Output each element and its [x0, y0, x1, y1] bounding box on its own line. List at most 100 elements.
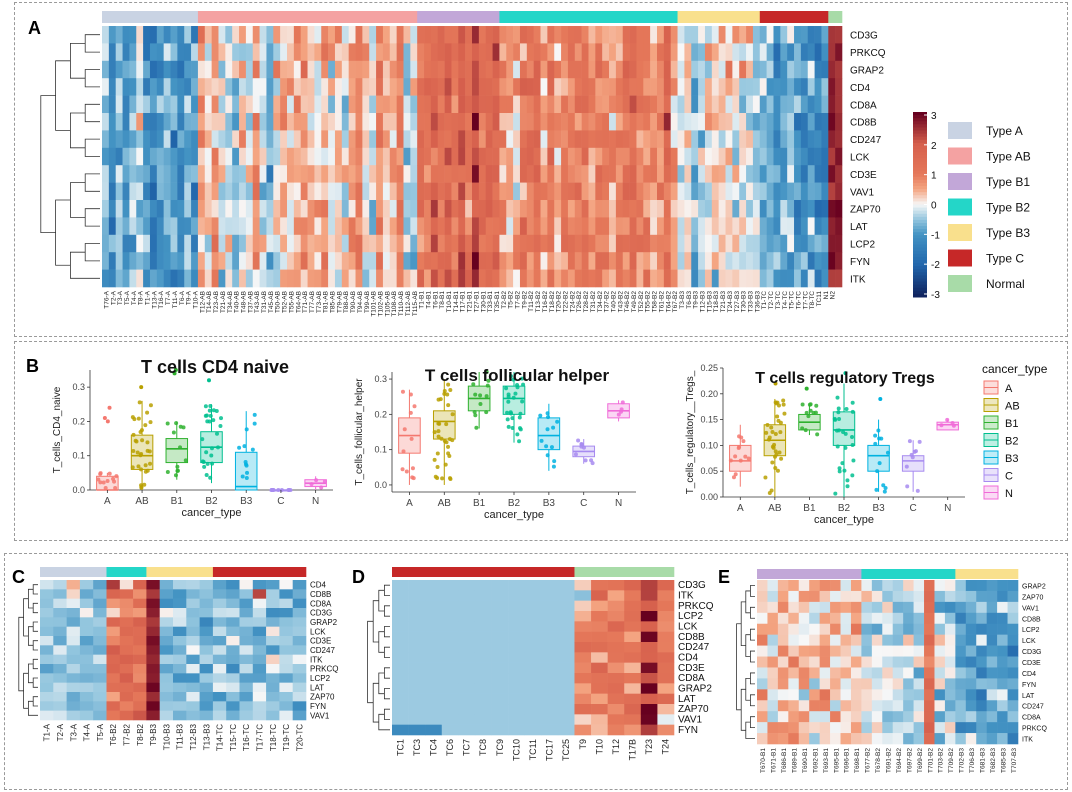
legend-swatch — [948, 224, 972, 241]
data-point — [208, 413, 213, 418]
data-point — [96, 477, 101, 482]
heatmap-cell — [636, 113, 644, 131]
heatmap-cell — [146, 664, 160, 674]
sample-label: T81-AB — [323, 291, 330, 313]
heatmap-cell — [828, 113, 836, 131]
heatmap-cell — [759, 26, 767, 44]
heatmap-cell — [835, 182, 843, 201]
heatmap-cell — [424, 234, 432, 253]
heatmap-cell — [355, 26, 363, 44]
data-point — [733, 472, 738, 477]
heatmap-cell — [280, 182, 288, 201]
dendrogram-branch — [384, 688, 390, 700]
sample-label: T30-B3 — [741, 291, 748, 313]
heatmap-cell — [252, 165, 260, 183]
heatmap-cell — [882, 733, 894, 745]
heatmap-cell — [53, 636, 67, 646]
heatmap-cell — [108, 182, 117, 201]
heatmap-cell — [663, 113, 672, 131]
heatmap-cell — [759, 182, 767, 201]
data-point — [835, 444, 840, 449]
heatmap-cell — [828, 200, 836, 218]
heatmap-cell — [177, 113, 185, 131]
data-point — [874, 487, 879, 492]
heatmap-cell — [173, 580, 187, 590]
heatmap-cell — [129, 43, 137, 62]
heatmap-cell — [944, 612, 956, 625]
sample-label: T689-B1 — [792, 748, 799, 773]
heatmap-cell — [369, 26, 377, 44]
colorbar-segment — [913, 195, 927, 199]
heatmap-cell — [441, 673, 459, 684]
heatmap-cell — [524, 673, 542, 684]
heatmap-cell — [591, 580, 608, 591]
heatmap-cell — [239, 147, 247, 166]
data-point — [432, 457, 437, 462]
heatmap-cell — [780, 147, 788, 166]
sample-label: T24-B2 — [569, 291, 576, 313]
heatmap-cell — [882, 623, 894, 635]
colorbar-segment — [913, 241, 927, 246]
heatmap-cell — [465, 147, 473, 166]
heatmap-cell — [588, 217, 596, 236]
heatmap-cell — [122, 182, 130, 201]
data-point — [505, 410, 510, 415]
heatmap-cell — [136, 78, 144, 96]
heatmap-cell — [766, 234, 774, 253]
heatmap-cell — [814, 252, 822, 270]
sample-label: T3-B3 — [679, 291, 686, 309]
heatmap-cell — [292, 682, 307, 693]
heatmap-cell — [485, 252, 493, 270]
heatmap-cell — [156, 147, 164, 166]
heatmap-cell — [976, 700, 987, 712]
heatmap-cell — [788, 634, 800, 646]
heatmap-cell — [225, 60, 233, 79]
heatmap-cell — [986, 722, 998, 734]
heatmap-cell — [314, 200, 322, 218]
heatmap-cell — [218, 217, 226, 236]
heatmap-cell — [766, 113, 774, 131]
sample-label: T7-TC — [802, 291, 809, 310]
heatmap-cell — [814, 217, 822, 236]
heatmap-cell — [670, 130, 678, 149]
data-point — [205, 419, 210, 424]
heatmap-cell — [136, 200, 144, 218]
heatmap-cell — [997, 667, 1008, 679]
heatmap-cell — [226, 701, 240, 711]
heatmap-cell — [767, 645, 779, 657]
heatmap-cell — [607, 693, 625, 705]
heatmap-cell — [252, 598, 267, 609]
heatmap-cell — [417, 269, 425, 288]
heatmap-cell — [491, 580, 509, 591]
dendrogram-branch — [750, 672, 755, 685]
heatmap-cell — [663, 234, 672, 253]
heatmap-cell — [691, 234, 699, 253]
colorbar-segment — [913, 164, 927, 168]
heatmap-cell — [425, 662, 443, 674]
sample-label: T1-B1 — [419, 291, 426, 309]
heatmap-cell — [767, 634, 779, 646]
heatmap-cell — [800, 165, 809, 183]
heatmap-cell — [766, 217, 774, 236]
heatmap-cell — [607, 673, 625, 684]
heatmap-cell — [757, 580, 768, 592]
data-point — [520, 399, 525, 404]
heatmap-cell — [554, 217, 562, 236]
heatmap-cell — [861, 667, 873, 679]
heatmap-cell — [657, 217, 665, 236]
heatmap-cell — [752, 234, 761, 253]
heatmap-cell — [636, 269, 644, 288]
heatmap-cell — [704, 200, 713, 218]
data-point — [882, 489, 887, 494]
heatmap-cell — [499, 130, 507, 149]
heatmap-cell — [622, 95, 630, 114]
heatmap-cell — [273, 26, 281, 44]
heatmap-cell — [643, 252, 651, 270]
heatmap-cell — [835, 113, 843, 131]
heatmap-cell — [798, 612, 810, 625]
heatmap-cell — [430, 165, 439, 183]
heatmap-cell — [458, 652, 476, 663]
heatmap-cell — [746, 182, 754, 201]
heatmap-cell — [115, 234, 123, 253]
heatmap-cell — [892, 623, 904, 635]
